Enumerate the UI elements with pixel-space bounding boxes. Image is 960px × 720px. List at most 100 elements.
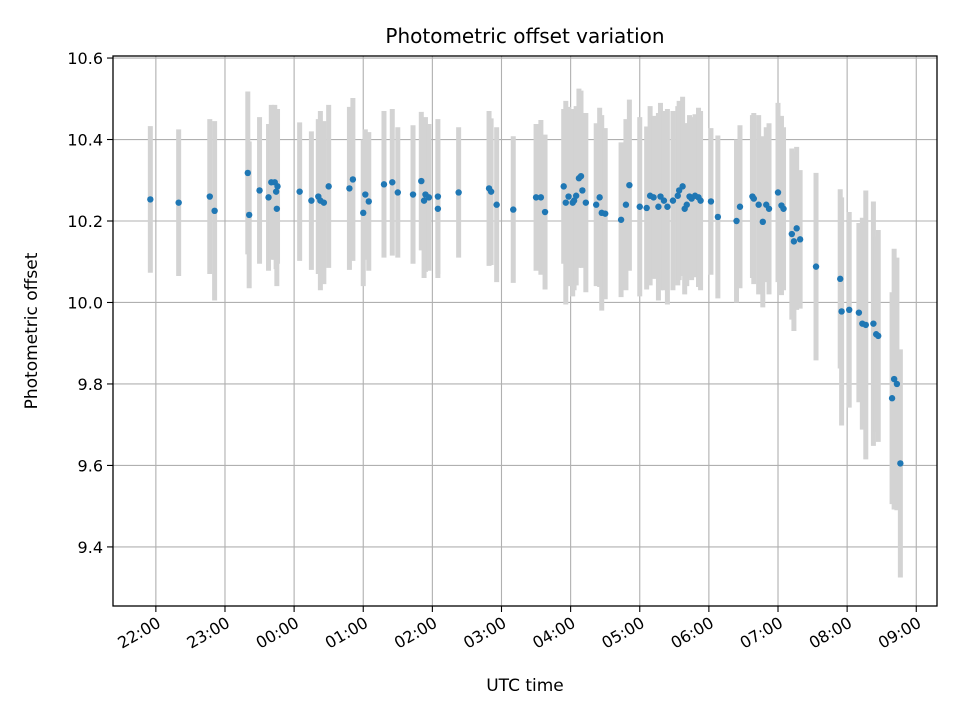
x-tick-label: 00:00 [253, 613, 302, 653]
data-point [206, 193, 213, 200]
data-point [565, 193, 572, 200]
data-point [349, 176, 357, 183]
data-point [418, 177, 425, 185]
data-point [870, 320, 877, 327]
data-point [755, 201, 762, 208]
x-tick-label: 22:00 [114, 613, 163, 653]
data-point [780, 205, 787, 212]
data-point [360, 209, 367, 217]
x-tick-label: 23:00 [184, 613, 233, 653]
y-tick-label: 10.0 [67, 293, 103, 312]
data-point [572, 192, 580, 199]
data-point [888, 395, 896, 402]
data-point [296, 188, 303, 195]
x-tick-label: 06:00 [667, 613, 716, 653]
data-point [434, 205, 442, 212]
data-point [487, 188, 495, 195]
data-point [774, 189, 782, 196]
data-point [793, 225, 800, 232]
x-tick-label: 05:00 [598, 613, 647, 653]
data-point [274, 183, 281, 190]
data-point [394, 189, 402, 196]
data-point [325, 183, 332, 190]
x-tick-label: 07:00 [737, 613, 786, 653]
data-point [308, 197, 315, 204]
data-point [273, 205, 281, 212]
data-point [897, 460, 904, 467]
data-point [655, 203, 662, 210]
y-axis-label: Photometric offset [22, 252, 42, 409]
x-tick-label: 01:00 [322, 613, 371, 653]
data-point [244, 169, 251, 177]
data-point [812, 263, 820, 270]
y-tick-label: 10.2 [67, 212, 103, 231]
data-point [175, 199, 182, 206]
plot-area-frame [112, 55, 938, 607]
data-point [636, 203, 643, 210]
data-point [650, 194, 657, 201]
data-point [362, 191, 369, 198]
data-point [593, 201, 600, 208]
data-point [788, 230, 796, 238]
data-point [714, 213, 722, 221]
x-tick-label: 04:00 [529, 613, 578, 653]
data-point [380, 181, 388, 188]
data-point [245, 211, 253, 219]
data-point [577, 172, 585, 180]
data-point [707, 198, 715, 205]
x-tick-label: 09:00 [875, 613, 924, 653]
y-tick-label: 9.8 [78, 375, 103, 394]
data-point [796, 236, 804, 243]
x-tick-label: 08:00 [806, 613, 855, 653]
data-point [664, 203, 671, 210]
data-point [582, 199, 590, 206]
data-point [560, 183, 567, 190]
chart-title: Photometric offset variation [385, 24, 664, 48]
data-point [679, 183, 686, 190]
grid-lines [113, 56, 937, 606]
data-point [256, 187, 263, 194]
data-point [875, 332, 882, 340]
data-point [425, 194, 433, 201]
data-point [683, 201, 690, 208]
data-point [862, 321, 869, 329]
data-point [510, 206, 517, 213]
data-point [541, 208, 549, 216]
data-point [697, 197, 704, 204]
data-point [626, 181, 633, 189]
data-point [736, 203, 744, 210]
data-point [493, 201, 500, 208]
data-points [147, 169, 904, 467]
data-point [617, 216, 625, 223]
data-point [765, 205, 773, 212]
data-point [455, 189, 462, 196]
data-point [365, 198, 372, 205]
y-axis-ticks: 9.4 9.6 9.8 10.0 10.2 10.4 10.6 [67, 49, 113, 557]
data-point [669, 197, 677, 204]
data-point [532, 194, 540, 201]
data-point [759, 218, 766, 226]
data-point [790, 238, 798, 245]
data-point [733, 217, 740, 225]
data-point [570, 197, 578, 204]
data-point [272, 188, 280, 195]
data-point [660, 197, 668, 204]
y-tick-label: 10.4 [67, 131, 103, 150]
data-point [750, 195, 758, 202]
data-point [537, 194, 545, 201]
x-axis-ticks: 22:00 23:00 00:00 01:00 02:00 03:00 04:00 05:00… [114, 606, 924, 653]
data-point [893, 380, 901, 388]
data-point [837, 275, 844, 283]
data-point [389, 179, 396, 186]
y-tick-label: 10.6 [67, 49, 103, 68]
data-point [596, 194, 603, 201]
data-point [674, 192, 681, 199]
data-point [622, 201, 630, 208]
data-point [265, 194, 272, 201]
data-point [579, 187, 586, 194]
data-point [643, 204, 650, 212]
x-tick-label: 03:00 [460, 613, 509, 653]
y-tick-label: 9.6 [78, 456, 103, 475]
data-point [434, 193, 442, 200]
